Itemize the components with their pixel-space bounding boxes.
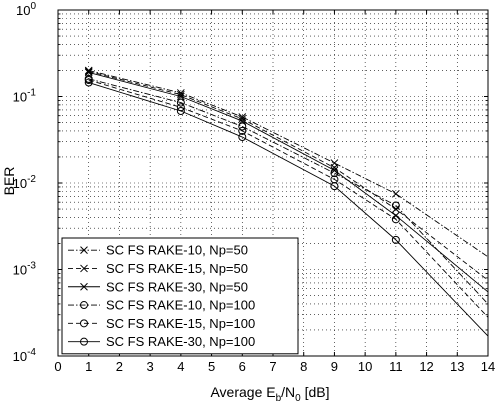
legend-marker (80, 301, 88, 310)
x-axis-label-sub1: b (276, 393, 282, 403)
x-tick-label: 6 (239, 359, 246, 374)
x-axis-label-pre: Average E (210, 384, 275, 400)
series-line (88, 78, 489, 305)
data-point (238, 126, 247, 135)
legend-marker (80, 319, 88, 328)
series-5 (84, 76, 489, 318)
series-line (88, 71, 489, 293)
plot-series (84, 66, 489, 337)
legend-marker (80, 246, 88, 255)
series-line (88, 79, 489, 318)
legend-entry: SC FS RAKE-10, Np=50 (68, 243, 248, 258)
y-tick-label: 100 (16, 1, 36, 18)
x-tick-label: 10 (358, 359, 372, 374)
data-point (391, 201, 400, 210)
data-point (176, 98, 185, 107)
legend-entry: SC FS RAKE-30, Np=50 (68, 279, 248, 294)
legend-entry: SC FS RAKE-15, Np=50 (68, 261, 248, 276)
x-tick-label: 9 (331, 359, 338, 374)
data-point (330, 182, 339, 191)
y-tick-label: 10-1 (13, 88, 37, 105)
x-tick-label: 0 (54, 359, 61, 374)
x-tick-label: 8 (300, 359, 307, 374)
data-point (238, 133, 247, 142)
data-point (176, 106, 185, 115)
legend: SC FS RAKE-10, Np=50 SC FS RAKE-15, Np=50… (61, 237, 299, 355)
data-point (177, 92, 185, 101)
series-6 (84, 78, 489, 337)
data-point (84, 68, 93, 77)
legend-marker (80, 337, 88, 346)
x-tick-label: 1 (85, 359, 92, 374)
data-point (391, 235, 400, 244)
data-point (84, 67, 93, 76)
x-axis-label-mid: /N (281, 384, 295, 400)
x-tick-label: 2 (116, 359, 123, 374)
series-3 (84, 68, 489, 293)
data-point (84, 76, 93, 85)
y-tick-label: 10-3 (13, 261, 37, 278)
legend-label: SC FS RAKE-10, Np=100 (106, 298, 255, 313)
x-axis-label-post: [dB] (301, 384, 330, 400)
data-point (238, 115, 247, 123)
data-point (391, 215, 400, 224)
x-tick-label: 11 (389, 359, 403, 374)
x-tick-label: 7 (269, 359, 276, 374)
x-tick-label: 12 (419, 359, 433, 374)
x-axis-label: Average Eb/N0 [dB] (210, 384, 329, 403)
x-tick-label: 13 (450, 359, 464, 374)
series-line (88, 70, 489, 258)
data-point (84, 78, 93, 87)
y-tick-label: 10-4 (13, 347, 37, 364)
legend-box (61, 237, 299, 355)
series-line (88, 82, 489, 337)
legend-label: SC FS RAKE-30, Np=50 (106, 279, 248, 294)
x-axis-label-sub2: 0 (295, 393, 301, 403)
x-tick-label: 3 (147, 359, 154, 374)
legend-label: SC FS RAKE-10, Np=50 (106, 243, 248, 258)
legend-entry: SC FS RAKE-15, Np=100 (68, 316, 255, 331)
data-point (392, 189, 400, 198)
legend-entry: SC FS RAKE-10, Np=100 (68, 298, 255, 313)
data-point (330, 166, 339, 175)
data-point (330, 169, 339, 178)
legend-label: SC FS RAKE-30, Np=100 (106, 334, 255, 349)
x-tick-label: 5 (208, 359, 215, 374)
legend-marker (80, 264, 88, 273)
y-axis-label: BER (1, 167, 17, 196)
y-tick-label: 10-2 (13, 174, 37, 191)
x-tick-label: 4 (177, 359, 184, 374)
legend-label: SC FS RAKE-15, Np=50 (106, 261, 248, 276)
legend-label: SC FS RAKE-15, Np=100 (106, 316, 255, 331)
legend-entry: SC FS RAKE-30, Np=100 (68, 334, 255, 349)
data-point (238, 122, 247, 131)
legend-marker (80, 282, 88, 291)
x-tick-label: 14 (481, 359, 495, 374)
